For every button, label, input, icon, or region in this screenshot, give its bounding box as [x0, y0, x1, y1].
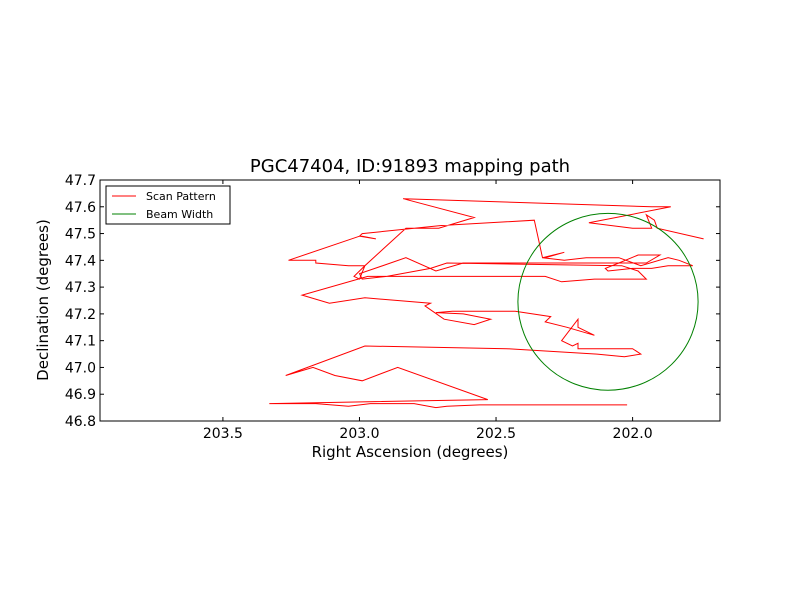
x-tick-label: 202.0	[613, 426, 653, 442]
legend-label-beam-width: Beam Width	[146, 208, 213, 221]
x-tick-label: 203.0	[339, 426, 379, 442]
y-tick-label: 46.9	[65, 387, 96, 403]
y-tick-label: 47.6	[65, 200, 96, 216]
y-axis-label: Declination (degrees)	[34, 219, 52, 381]
y-tick-label: 46.8	[65, 414, 96, 430]
series-beam-width-circle	[517, 212, 699, 391]
x-axis-label: Right Ascension (degrees)	[312, 443, 509, 461]
legend: Scan Pattern Beam Width	[105, 185, 231, 225]
legend-label-scan-pattern: Scan Pattern	[146, 190, 216, 203]
y-tick-label: 47.0	[65, 360, 96, 376]
series-scan-pattern-line	[269, 198, 704, 409]
y-axis: 46.8 46.9 47.0 47.1 47.2 47.3 47.4 47.5 47.6 47.7	[65, 173, 720, 430]
y-tick-label: 47.5	[65, 227, 96, 243]
x-axis: 203.5 203.0 202.5 202.0	[203, 180, 653, 442]
y-tick-label: 47.1	[65, 334, 96, 350]
series-layer	[269, 198, 704, 409]
x-tick-label: 202.5	[476, 426, 516, 442]
plot-frame	[99, 179, 721, 422]
chart-title: PGC47404, ID:91893 mapping path	[250, 156, 570, 177]
x-tick-label: 203.5	[203, 426, 243, 442]
y-tick-label: 47.3	[65, 280, 96, 296]
legend-frame	[105, 185, 231, 225]
y-tick-label: 47.7	[65, 173, 96, 189]
y-tick-label: 47.4	[65, 253, 96, 269]
y-tick-label: 47.2	[65, 307, 96, 323]
